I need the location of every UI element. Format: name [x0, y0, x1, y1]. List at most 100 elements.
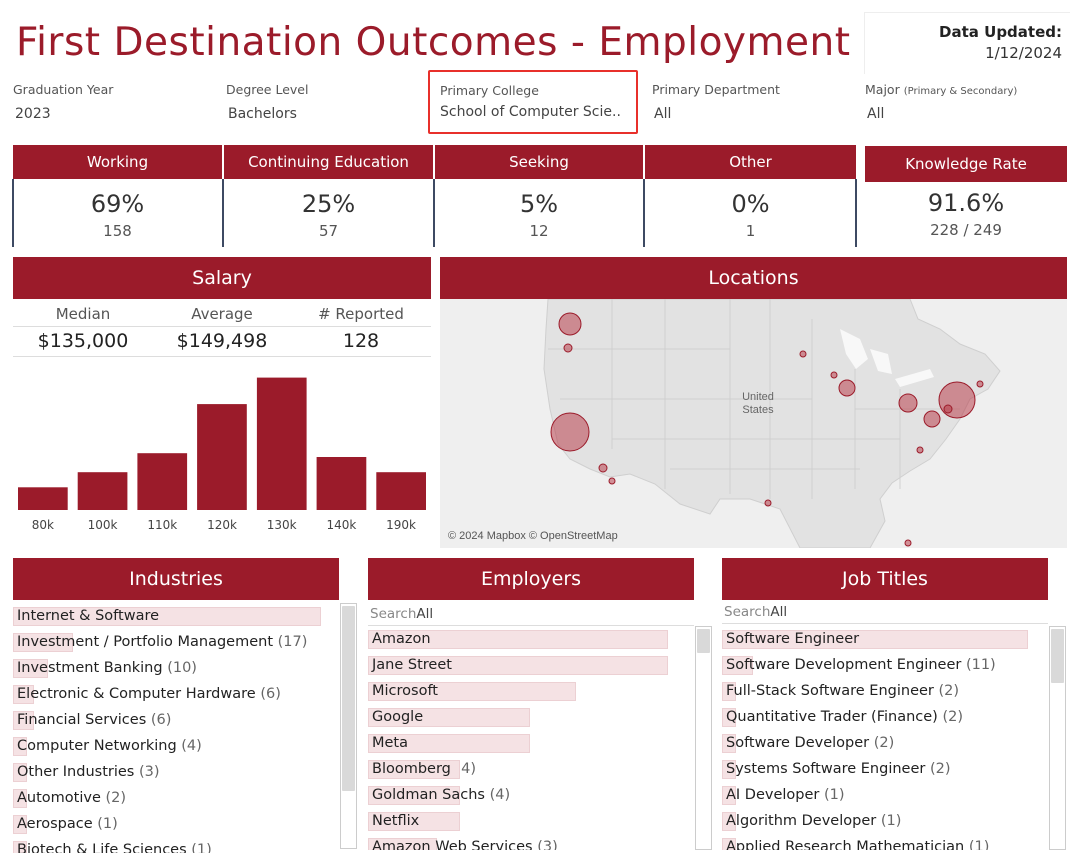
filter-value[interactable]: School of Computer Scie..	[440, 104, 621, 120]
list-item[interactable]: Electronic & Computer Hardware (6)	[13, 681, 333, 707]
employers-scrollbar[interactable]	[695, 626, 712, 850]
list-item-label: Quantitative Trader (Finance)	[726, 709, 938, 725]
filter-value[interactable]: All	[867, 106, 885, 122]
list-item[interactable]: Applied Research Mathematician (1)	[722, 834, 1046, 850]
filter-value[interactable]: Bachelors	[228, 106, 297, 122]
salary-bar-140k[interactable]	[316, 457, 367, 510]
filter-value[interactable]: All	[654, 106, 672, 122]
kpi-percent: 0%	[731, 190, 770, 218]
reported-value: 128	[342, 330, 380, 352]
list-item-count: (1)	[191, 842, 212, 853]
list-item[interactable]: Software Engineer (107)	[722, 626, 1046, 652]
list-item[interactable]: Microsoft (9)	[368, 678, 692, 704]
list-item-label: Computer Networking	[17, 738, 177, 754]
list-item-count: (2)	[938, 683, 960, 699]
filter-primary-department[interactable]: Primary Department All	[652, 82, 852, 122]
list-item[interactable]: Quantitative Trader (Finance) (2)	[722, 704, 1046, 730]
filter-value[interactable]: 2023	[15, 106, 51, 122]
list-item[interactable]: Amazon (13)	[368, 626, 692, 652]
list-item[interactable]: Google (7)	[368, 704, 692, 730]
location-bubble-washington-dc[interactable]	[923, 410, 941, 428]
list-item-bar	[368, 786, 460, 805]
location-bubble-madison[interactable]	[830, 371, 838, 379]
list-item[interactable]: Amazon Web Services (3)	[368, 834, 692, 850]
list-item[interactable]: Financial Services (6)	[13, 707, 333, 733]
list-item[interactable]: Full-Stack Software Engineer (2)	[722, 678, 1046, 704]
list-item[interactable]: Software Development Engineer (11)	[722, 652, 1046, 678]
list-item[interactable]: Automotive (2)	[13, 785, 333, 811]
list-item-label: Automotive	[17, 790, 101, 806]
location-bubble-bay-area[interactable]	[550, 412, 590, 452]
locations-map[interactable]: United States © 2024 Mapbox © OpenStreet…	[440, 299, 1067, 548]
data-updated-box: Data Updated: 1/12/2024	[864, 12, 1070, 74]
location-bubble-san-diego[interactable]	[608, 477, 616, 485]
employers-header: Employers	[368, 558, 694, 600]
kpi-percent: 25%	[301, 190, 356, 218]
salary-bar-100k[interactable]	[77, 472, 128, 510]
salary-bar-120k[interactable]	[197, 404, 247, 510]
list-item[interactable]: Biotech & Life Sciences (1)	[13, 837, 333, 853]
filter-label: Degree Level	[226, 82, 309, 97]
employers-search[interactable]: SearchAll	[368, 602, 694, 626]
list-item[interactable]: Other Industries (3)	[13, 759, 333, 785]
list-item-count: (3)	[537, 839, 558, 850]
list-item-label: Software Engineer	[726, 631, 860, 647]
map-attribution[interactable]: © 2024 Mapbox © OpenStreetMap	[448, 530, 618, 542]
location-bubble-los-angeles[interactable]	[598, 463, 608, 473]
job-titles-scrollbar[interactable]	[1049, 626, 1066, 850]
list-item-bar	[722, 656, 753, 675]
list-item-bar	[722, 630, 1028, 649]
location-bubble-austin[interactable]	[764, 499, 772, 507]
list-item[interactable]: Systems Software Engineer (2)	[722, 756, 1046, 782]
list-item-label: Full-Stack Software Engineer	[726, 683, 934, 699]
list-item[interactable]: Internet & Software (88)	[13, 603, 333, 629]
filter-primary-college[interactable]: Primary College School of Computer Scie.…	[428, 70, 638, 134]
salary-bar-110k[interactable]	[137, 453, 188, 510]
kpi-count: 228 / 249	[930, 221, 1002, 239]
list-item[interactable]: Computer Networking (4)	[13, 733, 333, 759]
kpi-seeking: 5% 12	[435, 179, 643, 247]
industries-scrollbar[interactable]	[340, 603, 357, 849]
job-titles-search[interactable]: SearchAll	[722, 600, 1048, 624]
salary-bar-190k[interactable]	[376, 472, 426, 510]
location-bubble-chicago[interactable]	[838, 379, 856, 397]
list-item[interactable]: Netflix (4)	[368, 808, 692, 834]
filter-degree-level[interactable]: Degree Level Bachelors	[226, 82, 426, 122]
kpi-working: 69% 158	[13, 179, 222, 247]
kpi-knowledge-rate-header: Knowledge Rate	[865, 146, 1067, 182]
salary-bar-80k[interactable]	[18, 487, 68, 510]
list-item[interactable]: Bloomberg (4)	[368, 756, 692, 782]
location-bubble-new-york[interactable]	[938, 381, 976, 419]
list-item-count: (2)	[942, 709, 963, 725]
location-bubble-philadelphia[interactable]	[943, 404, 953, 414]
list-item[interactable]: Goldman Sachs (4)	[368, 782, 692, 808]
scrollbar-thumb[interactable]	[697, 629, 710, 653]
industries-list: Internet & Software (88)Investment / Por…	[13, 603, 333, 853]
location-bubble-minneapolis[interactable]	[799, 350, 807, 358]
scrollbar-thumb[interactable]	[342, 606, 355, 791]
kpi-other: 0% 1	[645, 179, 856, 247]
list-item[interactable]: Aerospace (1)	[13, 811, 333, 837]
list-item[interactable]: Investment / Portfolio Management (17)	[13, 629, 333, 655]
location-bubble-pittsburgh[interactable]	[898, 393, 918, 413]
salary-header: Salary	[13, 257, 431, 299]
location-bubble-portland[interactable]	[563, 343, 573, 353]
filter-graduation-year[interactable]: Graduation Year 2023	[13, 82, 213, 122]
list-item[interactable]: Jane Street (13)	[368, 652, 692, 678]
location-bubble-boston[interactable]	[976, 380, 984, 388]
location-bubble-miami[interactable]	[904, 539, 912, 547]
salary-bar-130k[interactable]	[256, 377, 307, 510]
scrollbar-thumb[interactable]	[1051, 629, 1064, 683]
list-item-label: Applied Research Mathematician	[726, 839, 965, 850]
list-item[interactable]: AI Developer (1)	[722, 782, 1046, 808]
list-item[interactable]: Software Developer (2)	[722, 730, 1046, 756]
list-item[interactable]: Investment Banking (10)	[13, 655, 333, 681]
map-country-label: United	[742, 391, 774, 403]
filter-major[interactable]: Major (Primary & Secondary) All	[865, 82, 1065, 122]
map-country-label: States	[742, 404, 774, 416]
location-bubble-seattle[interactable]	[558, 312, 582, 336]
list-item-label: Goldman Sachs	[372, 787, 485, 803]
location-bubble-raleigh[interactable]	[916, 446, 924, 454]
list-item[interactable]: Algorithm Developer (1)	[722, 808, 1046, 834]
list-item[interactable]: Meta (7)	[368, 730, 692, 756]
